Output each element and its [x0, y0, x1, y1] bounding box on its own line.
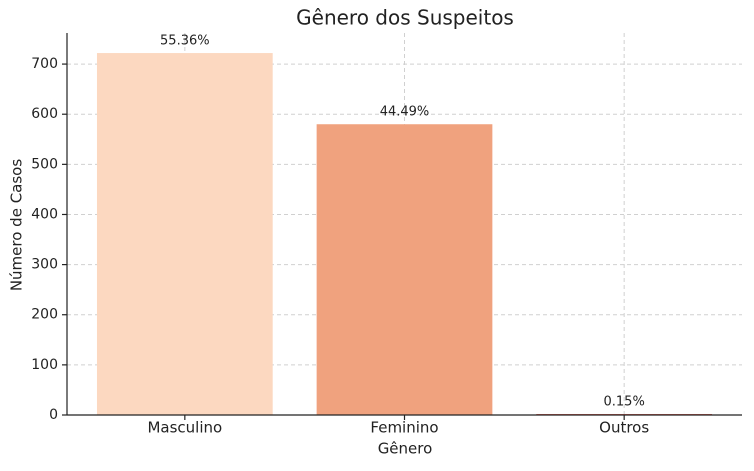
x-tick-label: Outros	[599, 419, 649, 437]
y-axis-label: Número de Casos	[8, 159, 26, 292]
x-tick-label: Feminino	[370, 419, 438, 437]
y-tick-label: 400	[31, 206, 58, 222]
data-label: 0.15%	[604, 394, 645, 409]
y-tick-label: 200	[31, 307, 58, 323]
y-tick-label: 700	[31, 56, 58, 72]
x-tick-label: Masculino	[147, 419, 222, 437]
chart-title: Gênero dos Suspeitos	[296, 6, 514, 30]
bar	[96, 53, 273, 416]
data-label: 55.36%	[160, 34, 210, 49]
data-label: 44.49%	[380, 105, 430, 120]
bar	[316, 124, 493, 416]
y-tick-label: 300	[31, 257, 58, 273]
y-tick-label: 500	[31, 156, 58, 172]
x-axis-label: Gênero	[378, 440, 433, 458]
y-tick-label: 600	[31, 106, 58, 122]
y-tick-label: 100	[31, 357, 58, 373]
y-tick-label: 0	[49, 407, 58, 423]
